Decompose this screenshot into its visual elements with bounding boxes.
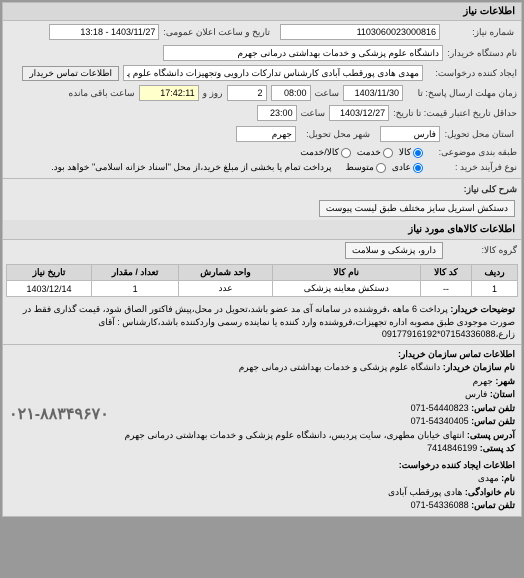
budget-type-label: طبقه بندی موضوعی: <box>427 147 517 158</box>
table-cell: 1 <box>92 281 179 297</box>
table-header: تعداد / مقدار <box>92 265 179 281</box>
panel-header: اطلاعات نیاز <box>3 3 521 21</box>
org-name: دانشگاه علوم پزشکی و خدمات بهداشتی درمان… <box>239 362 441 372</box>
province-input[interactable] <box>380 126 440 142</box>
budget-opt-b-label: خدمت <box>357 147 381 158</box>
table-header: ردیف <box>472 265 518 281</box>
city-input[interactable] <box>236 126 296 142</box>
table-cell: -- <box>420 281 471 297</box>
table-header: نام کالا <box>272 265 420 281</box>
process-radio-group: عادی متوسط <box>346 162 423 173</box>
table-cell: 1 <box>472 281 518 297</box>
announce-date-label: تاریخ و ساعت اعلان عمومی: <box>163 27 270 38</box>
creator-input[interactable] <box>123 65 423 81</box>
table-cell: عدد <box>179 281 272 297</box>
c-phone-label: تلفن تماس: <box>471 403 515 413</box>
c-province: فارس <box>465 389 487 399</box>
process-opt-b-label: متوسط <box>346 162 374 173</box>
c-cphone: 54336088-071 <box>411 500 469 510</box>
c-address-label: آدرس پستی: <box>467 430 515 440</box>
buyer-label: نام دستگاه خریدار: <box>447 48 517 59</box>
buyer-desc-text: پرداخت 6 ماهه ،فروشنده در سامانه آی مد ع… <box>23 304 515 339</box>
goods-group-label: گروه کالا: <box>447 245 517 256</box>
province-label: استان محل تحویل: <box>444 129 514 140</box>
goods-table: ردیفکد کالانام کالاواحد شمارشتعداد / مقد… <box>6 264 518 297</box>
general-title-label: شرح کلی نیاز: <box>447 184 517 195</box>
process-opt-a-label: عادی <box>392 162 411 173</box>
c-fax-label: تلفن تماس: <box>471 416 515 426</box>
req-no-input[interactable] <box>280 24 440 40</box>
c-cphone-label: تلفن تماس: <box>471 500 515 510</box>
table-header: واحد شمارش <box>179 265 272 281</box>
c-fname-label: نام: <box>501 473 515 483</box>
c-fname: مهدی <box>478 473 499 483</box>
table-row[interactable]: 1--دستکش معاینه پزشکیعدد11403/12/14 <box>7 281 518 297</box>
buyer-desc-label: توضیحات خریدار: <box>450 304 515 314</box>
budget-radio-service[interactable]: خدمت <box>357 147 393 158</box>
goods-group-value: دارو، پزشکی و سلامت <box>345 242 443 259</box>
c-city-label: شهر: <box>495 376 515 386</box>
budget-radio-group: کالا خدمت کالا/خدمت <box>300 147 423 158</box>
table-header: کد کالا <box>420 265 471 281</box>
table-cell: دستکش معاینه پزشکی <box>272 281 420 297</box>
process-label: نوع فرآیند خرید : <box>427 162 517 173</box>
remain-label: ساعت باقی مانده <box>69 88 135 99</box>
budget-radio-both[interactable]: کالا/خدمت <box>300 147 351 158</box>
budget-opt-a-label: کالا <box>399 147 411 158</box>
need-info-panel: اطلاعات نیاز شماره نیاز: تاریخ و ساعت اع… <box>2 2 522 517</box>
process-radio-normal[interactable]: عادی <box>392 162 423 173</box>
c-fax: 54340405-071 <box>411 416 469 426</box>
goods-section-title: اطلاعات کالاهای مورد نیاز <box>3 220 521 240</box>
c-phone: 54440823-071 <box>411 403 469 413</box>
days-input[interactable] <box>227 85 267 101</box>
c-postal: 7414846199 <box>427 443 477 453</box>
time-label-1: ساعت <box>315 88 340 99</box>
creator-section-title: اطلاعات ایجاد کننده درخواست: <box>9 459 515 473</box>
c-lname-label: نام خانوادگی: <box>465 487 515 497</box>
remain-input <box>139 85 199 101</box>
creator-label: ایجاد کننده درخواست: <box>427 68 517 79</box>
big-phone: ۰۲۱-۸۸۳۴۹۶۷۰ <box>9 403 109 427</box>
process-radio-medium[interactable]: متوسط <box>346 162 386 173</box>
announce-date-input[interactable] <box>49 24 159 40</box>
general-title-box: دستکش استریل سایز مختلف طبق لیست پیوست <box>319 200 515 217</box>
time-label-2: ساعت <box>301 108 326 119</box>
table-header: تاریخ نیاز <box>7 265 92 281</box>
price-valid-time-input[interactable] <box>257 105 297 121</box>
reply-date-input[interactable] <box>343 85 403 101</box>
budget-opt-c-label: کالا/خدمت <box>300 147 339 158</box>
req-no-label: شماره نیاز: <box>444 27 514 38</box>
budget-radio-goods[interactable]: کالا <box>399 147 423 158</box>
reply-deadline-label: زمان مهلت ارسال پاسخ: تا <box>407 88 517 99</box>
c-postal-label: کد پستی: <box>480 443 515 453</box>
c-address: انتهای خیابان مطهری، سایت پردیس، دانشگاه… <box>125 430 465 440</box>
reply-time-input[interactable] <box>271 85 311 101</box>
c-city: جهرم <box>473 376 493 386</box>
price-valid-date-input[interactable] <box>329 105 389 121</box>
c-lname: هادی پورقطب آبادی <box>388 487 462 497</box>
contact-section-title: اطلاعات تماس سازمان خریدار: <box>9 348 515 362</box>
table-cell: 1403/12/14 <box>7 281 92 297</box>
city-label: شهر محل تحویل: <box>300 129 370 140</box>
days-label: روز و <box>203 88 223 99</box>
buyer-input[interactable] <box>163 45 443 61</box>
c-province-label: استان: <box>490 389 515 399</box>
org-name-label: نام سازمان خریدار: <box>443 362 515 372</box>
payment-note: پرداخت تمام یا بخشی از مبلغ خرید،از محل … <box>51 162 331 173</box>
buyer-contact-button[interactable]: اطلاعات تماس خریدار <box>22 66 119 81</box>
price-valid-label: حداقل تاریخ اعتبار قیمت: تا تاریخ: <box>393 108 517 119</box>
